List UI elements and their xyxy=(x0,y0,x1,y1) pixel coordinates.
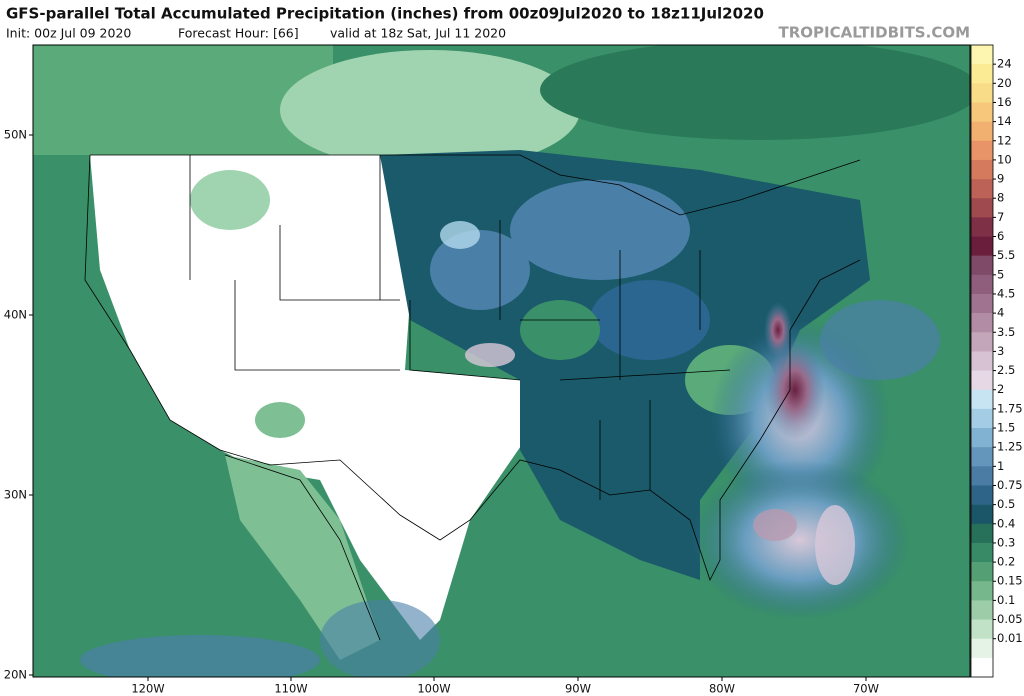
colorbar-cell xyxy=(971,485,993,505)
colorbar-label: 14 xyxy=(997,114,1012,128)
colorbar-label: 0.75 xyxy=(997,478,1023,492)
colorbar-label: 0.5 xyxy=(997,497,1015,511)
colorbar-label: 16 xyxy=(997,95,1012,109)
colorbar-label: 0.3 xyxy=(997,535,1015,549)
colorbar-label: 3 xyxy=(997,344,1004,358)
valid-time: valid at 18z Sat, Jul 11 2020 xyxy=(330,26,506,41)
colorbar-label: 1.25 xyxy=(997,440,1023,454)
colorbar-cell xyxy=(971,638,993,659)
lat-label: 50N xyxy=(4,128,27,142)
precipitation-map xyxy=(33,45,970,677)
colorbar-cell xyxy=(971,332,993,352)
colorbar-label: 2 xyxy=(997,382,1004,396)
colorbar-cell xyxy=(971,619,993,639)
colorbar-label: 9 xyxy=(997,172,1004,186)
colorbar-label: 6 xyxy=(997,229,1004,243)
colorbar-label: 4 xyxy=(997,306,1004,320)
colorbar-cell xyxy=(971,504,993,525)
colorbar-label: 12 xyxy=(997,133,1012,147)
colorbar-cell xyxy=(971,274,993,295)
colorbar-frame xyxy=(970,44,994,678)
lon-label: 80W xyxy=(709,682,735,696)
colorbar-label: 1.75 xyxy=(997,401,1023,415)
colorbar-cell xyxy=(971,198,993,218)
colorbar-cell xyxy=(971,562,993,582)
colorbar-cell xyxy=(971,466,993,486)
colorbar-cell xyxy=(971,121,993,142)
colorbar-label: 5 xyxy=(997,267,1004,281)
colorbar-label: 0.15 xyxy=(997,574,1023,588)
map-frame xyxy=(32,44,971,678)
colorbar-label: 7 xyxy=(997,210,1004,224)
colorbar-cell xyxy=(971,179,993,199)
colorbar-label: 20 xyxy=(997,76,1012,90)
axis-labels: 50N 40N 30N 20N 120W 110W 100W 90W 80W 70W xyxy=(4,128,879,696)
colorbar-cell xyxy=(971,447,993,467)
colorbar-cell xyxy=(971,217,993,237)
colorbar-label: 5.5 xyxy=(997,248,1015,262)
title: GFS-parallel Total Accumulated Precipita… xyxy=(6,5,764,23)
colorbar-label: 2.5 xyxy=(997,363,1015,377)
colorbar-label: 10 xyxy=(997,152,1012,166)
colorbar-cell xyxy=(971,64,993,84)
colorbar-label: 8 xyxy=(997,191,1004,205)
lon-label: 120W xyxy=(131,682,164,696)
lat-label: 20N xyxy=(4,668,27,682)
lon-label: 90W xyxy=(565,682,591,696)
colorbar-label: 1 xyxy=(997,459,1004,473)
colorbar-cell xyxy=(971,542,993,563)
colorbar-cell xyxy=(971,351,993,371)
colorbar-cell xyxy=(971,581,993,601)
colorbar-label: 0.2 xyxy=(997,555,1015,569)
colorbar-label: 0.05 xyxy=(997,612,1023,626)
lon-label: 70W xyxy=(853,682,879,696)
colorbar-cell xyxy=(971,600,993,620)
lat-label: 40N xyxy=(4,308,27,322)
colorbar-cell xyxy=(971,523,993,544)
colorbar-label: 1.5 xyxy=(997,421,1015,435)
colorbar-cell xyxy=(971,657,993,678)
colorbar-cell xyxy=(971,408,993,429)
init-time: Init: 00z Jul 09 2020 xyxy=(6,26,131,41)
colorbar-cell xyxy=(971,428,993,448)
colorbar-cell xyxy=(971,370,993,391)
colorbar-label: 0.4 xyxy=(997,516,1015,530)
colorbar-label: 0.1 xyxy=(997,593,1015,607)
colorbar: 24 20 16 14 12 10 9 8 7 6 5.5 5 4.5 4 3.5 3 2.5 2 1.75 1.5 1… xyxy=(970,44,1023,678)
colorbar-label: 0.01 xyxy=(997,631,1023,645)
lat-label: 30N xyxy=(4,488,27,502)
colorbar-cell xyxy=(971,159,993,180)
colorbar-cell xyxy=(971,293,993,314)
colorbar-cell xyxy=(971,236,993,256)
colorbar-cell xyxy=(971,102,993,122)
lon-label: 110W xyxy=(274,682,307,696)
colorbar-cell xyxy=(971,45,993,65)
watermark: TROPICALTIDBITS.COM xyxy=(779,24,971,42)
colorbar-cell xyxy=(971,140,993,161)
colorbar-cell xyxy=(971,389,993,410)
colorbar-cell xyxy=(971,313,993,333)
lon-label: 100W xyxy=(417,682,450,696)
colorbar-cell xyxy=(971,83,993,103)
colorbar-label: 24 xyxy=(997,57,1012,71)
colorbar-label: 4.5 xyxy=(997,286,1015,300)
colorbar-label: 3.5 xyxy=(997,325,1015,339)
forecast-hour: Forecast Hour: [66] xyxy=(178,26,299,41)
colorbar-cell xyxy=(971,255,993,276)
